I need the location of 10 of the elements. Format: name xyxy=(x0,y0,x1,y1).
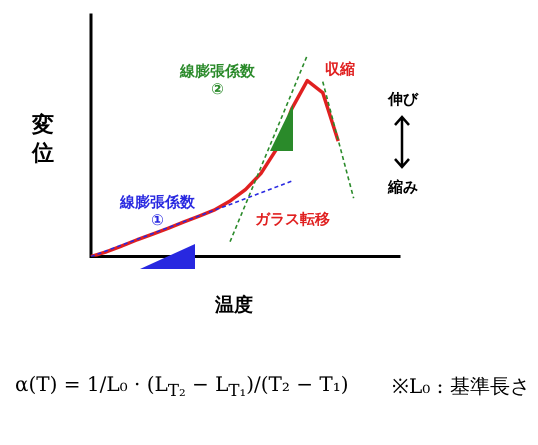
annotation: 収縮 xyxy=(325,60,355,79)
annotation: 縮み xyxy=(388,178,418,197)
y-axis-title: 変位 xyxy=(30,112,55,167)
series-label: 線膨張係数 ① xyxy=(120,193,195,229)
x-axis-title: 温度 xyxy=(215,293,253,318)
annotation: ガラス転移 xyxy=(255,210,330,229)
text: ※L₀ : 基準長さ xyxy=(392,373,530,400)
text: α(T) = 1/L₀ · (L$_{T₂}$ − L$_{T₁}$)/(T₂ − T₁) xyxy=(15,372,349,400)
annotation: 伸び xyxy=(388,90,418,109)
text: 線膨張係数 ② xyxy=(180,62,255,98)
